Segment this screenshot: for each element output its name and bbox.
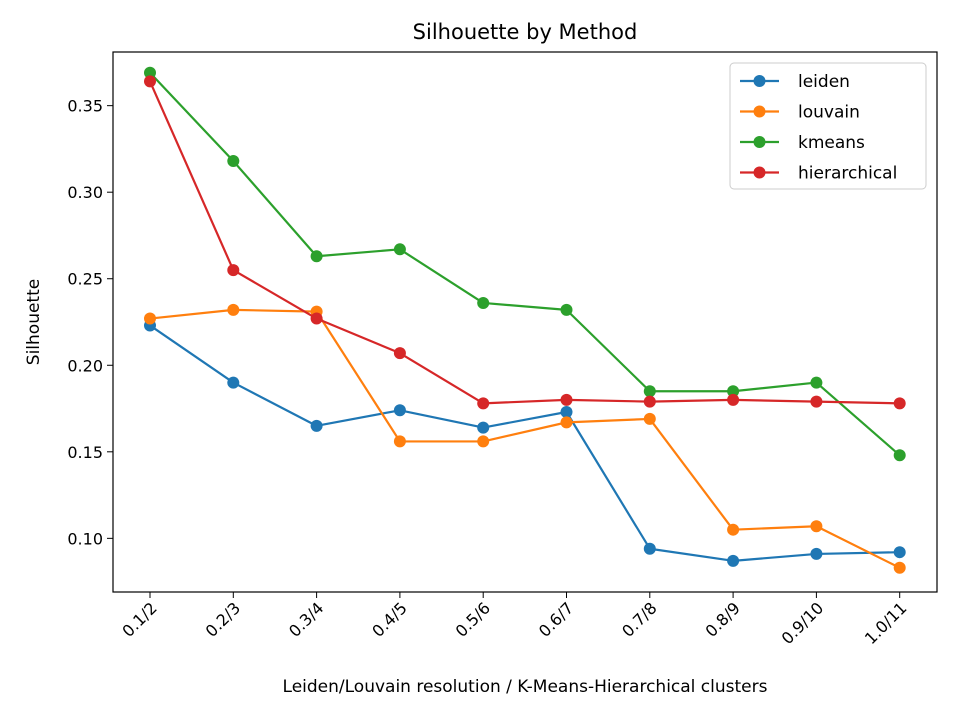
x-axis-label: Leiden/Louvain resolution / K-Means-Hier… <box>283 677 768 697</box>
point-leiden <box>560 406 573 418</box>
legend-label: kmeans <box>798 133 865 153</box>
point-hierarchical <box>893 397 906 410</box>
legend-marker <box>753 105 766 118</box>
legend: leiden louvain kmeans hierarchical <box>729 62 927 190</box>
point-leiden <box>477 421 490 434</box>
legend-marker <box>753 75 766 87</box>
point-louvain <box>643 412 656 425</box>
x-tick-label: 0.9/10 <box>778 598 828 648</box>
x-tick-label: 0.7/8 <box>618 598 660 640</box>
point-kmeans <box>727 385 740 398</box>
x-axis: 0.1/2 0.2/3 0.3/4 0.4/5 0.5/6 0.6/7 0.7/8 0.8/9… <box>118 592 911 648</box>
point-hierarchical <box>560 393 573 406</box>
y-tick-label: 0.15 <box>67 443 103 462</box>
point-kmeans <box>393 243 406 256</box>
point-leiden <box>310 419 323 432</box>
y-tick-label: 0.10 <box>67 529 103 548</box>
y-tick-label: 0.20 <box>67 356 103 375</box>
point-louvain <box>393 435 406 448</box>
point-leiden <box>727 554 740 567</box>
x-tick-label: 0.6/7 <box>535 598 577 640</box>
legend-label: hierarchical <box>798 164 897 184</box>
series-kmeans <box>144 66 906 462</box>
line-leiden <box>149 324 900 562</box>
point-leiden <box>643 542 656 555</box>
series-leiden <box>144 319 906 567</box>
point-hierarchical <box>810 395 823 408</box>
point-louvain <box>810 520 823 533</box>
y-axis-label: Silhouette <box>24 279 44 365</box>
point-kmeans <box>144 66 156 79</box>
y-tick-label: 0.25 <box>67 270 103 289</box>
series-louvain <box>144 303 906 574</box>
y-axis: 0.10 0.15 0.20 0.25 0.30 0.35 <box>67 97 113 548</box>
x-tick-label: 0.8/9 <box>701 598 743 640</box>
x-tick-label: 0.3/4 <box>285 598 327 640</box>
point-hierarchical <box>310 312 323 325</box>
x-tick-label: 1.0/11 <box>861 598 911 648</box>
series-layer <box>144 66 906 574</box>
y-tick-label: 0.30 <box>67 183 103 202</box>
point-leiden <box>810 547 823 560</box>
x-tick-label: 0.1/2 <box>118 598 160 640</box>
chart-title: Silhouette by Method <box>413 20 638 44</box>
x-tick-label: 0.5/6 <box>452 598 494 640</box>
legend-item-kmeans: kmeans <box>740 133 865 153</box>
point-louvain <box>477 435 490 448</box>
line-louvain <box>149 308 901 569</box>
x-tick-label: 0.2/3 <box>202 598 244 640</box>
point-hierarchical <box>144 75 156 88</box>
point-hierarchical <box>727 393 740 406</box>
legend-item-hierarchical: hierarchical <box>740 164 897 184</box>
plot-frame <box>112 51 938 593</box>
x-tick-label: 0.4/5 <box>368 598 410 640</box>
series-hierarchical <box>144 75 906 410</box>
point-louvain <box>560 416 573 429</box>
legend-item-leiden: leiden <box>740 72 850 92</box>
point-hierarchical <box>477 397 490 410</box>
point-louvain <box>893 561 906 574</box>
point-kmeans <box>310 250 323 263</box>
line-hierarchical <box>148 80 900 405</box>
line-kmeans <box>149 72 901 457</box>
legend-item-louvain: louvain <box>740 103 860 123</box>
point-kmeans <box>227 155 240 168</box>
point-louvain <box>144 312 156 325</box>
y-tick-label: 0.35 <box>67 97 103 116</box>
point-kmeans <box>810 376 823 389</box>
legend-marker <box>753 136 766 148</box>
point-louvain <box>727 523 740 536</box>
point-leiden <box>393 404 406 417</box>
point-kmeans <box>477 296 490 309</box>
point-kmeans <box>643 385 656 398</box>
point-kmeans <box>893 449 906 462</box>
legend-marker <box>753 166 766 179</box>
point-hierarchical <box>643 395 656 408</box>
point-hierarchical <box>227 264 240 277</box>
legend-box <box>729 62 927 190</box>
legend-label: louvain <box>798 103 860 123</box>
point-hierarchical <box>393 347 406 360</box>
point-louvain <box>227 303 240 316</box>
point-kmeans <box>560 303 573 316</box>
legend-label: leiden <box>798 72 850 92</box>
point-leiden <box>893 546 906 559</box>
point-leiden <box>227 376 240 389</box>
